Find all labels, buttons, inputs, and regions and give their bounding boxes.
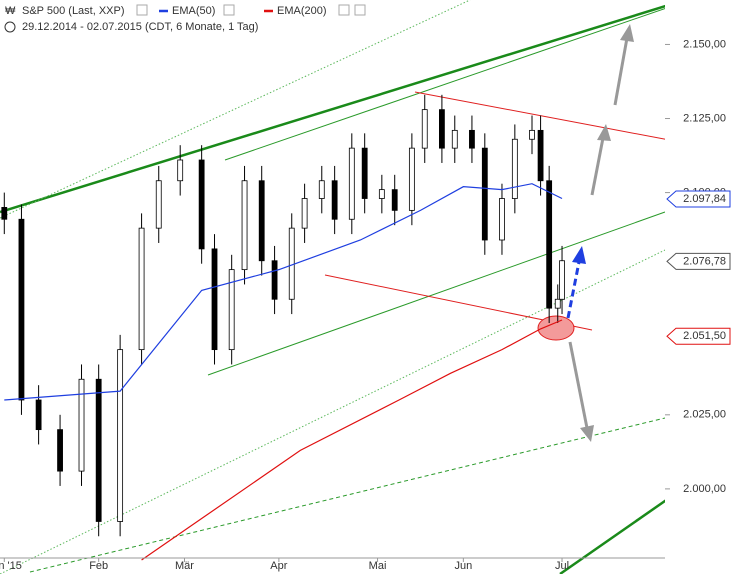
x-tick-label: Jun (454, 560, 472, 572)
legend-label: EMA(200) (277, 5, 327, 17)
settings-icon[interactable] (136, 4, 148, 16)
candle-body (391, 189, 398, 211)
indicator-line (4, 183, 563, 401)
y-axis: 2.000,002.025,002.100,002.125,002.150,00… (665, 38, 731, 495)
candle-body (554, 298, 561, 309)
candle-body (469, 129, 475, 149)
price-label: 2.051,50 (683, 330, 726, 342)
legend-label: EMA(50) (172, 5, 215, 17)
chart-subtitle: 29.12.2014 - 02.07.2015 (CDT, 6 Monate, … (22, 21, 258, 33)
price-label: 2.076,78 (683, 255, 726, 267)
candle-body (529, 129, 535, 140)
candle-body (451, 129, 458, 149)
x-tick-label: Apr (270, 560, 287, 572)
candle-body (348, 147, 355, 220)
candle-body (331, 180, 338, 220)
chart-icon: ₩ (5, 5, 16, 17)
candle-body (138, 227, 145, 351)
candle-body (511, 138, 518, 199)
settings-icon[interactable] (223, 4, 235, 16)
candle-body (361, 147, 368, 199)
candle-body (258, 180, 265, 262)
candle-body (439, 109, 445, 149)
plot (1, 94, 565, 561)
candle-body (378, 189, 385, 199)
candle-body (421, 109, 428, 149)
candle-body (228, 269, 235, 351)
price-label: 2.097,84 (683, 193, 726, 205)
y-tick-label: 2.125,00 (683, 112, 726, 124)
chart-title: S&P 500 (Last, XXP) (22, 5, 125, 17)
candle-body (481, 147, 488, 241)
candle-body (559, 260, 565, 300)
x-tick-label: Mai (369, 560, 387, 572)
x-tick-label: Jan '15 (0, 560, 22, 572)
candle-body (198, 159, 205, 250)
candle-body (546, 180, 553, 309)
price-marker (666, 190, 731, 208)
y-tick-label: 2.025,00 (683, 409, 726, 421)
y-tick-label: 2.150,00 (683, 38, 726, 50)
x-tick-label: Jul (555, 560, 569, 572)
candle-body (18, 218, 25, 401)
candle-body (95, 378, 102, 522)
price-marker (666, 327, 731, 345)
x-tick-label: Feb (89, 560, 108, 572)
candle-body (271, 260, 278, 300)
header: ₩ S&P 500 (Last, XXP) EMA(50) EMA(200) 2… (4, 4, 366, 33)
candle-body (301, 198, 308, 229)
candle-body (499, 198, 505, 241)
close-icon[interactable] (354, 4, 366, 16)
candle-body (211, 248, 218, 351)
y-axis-area (665, 0, 731, 574)
candle-body (78, 378, 85, 472)
candle-body (408, 147, 415, 211)
price-marker (666, 252, 731, 270)
candle-body (117, 349, 124, 522)
x-tick-label: Mär (175, 560, 194, 572)
candle-body (177, 159, 184, 182)
y-tick-label: 2.000,00 (683, 483, 726, 495)
candle-body (155, 180, 162, 229)
indicator-line (141, 319, 563, 561)
settings-icon[interactable] (338, 4, 350, 16)
candle-body (57, 429, 63, 472)
candle-body (537, 129, 544, 182)
candle-body (1, 207, 8, 220)
candle-body (241, 180, 248, 271)
clock-icon (4, 21, 16, 33)
candle-body (35, 399, 42, 431)
candle-body (318, 180, 325, 199)
